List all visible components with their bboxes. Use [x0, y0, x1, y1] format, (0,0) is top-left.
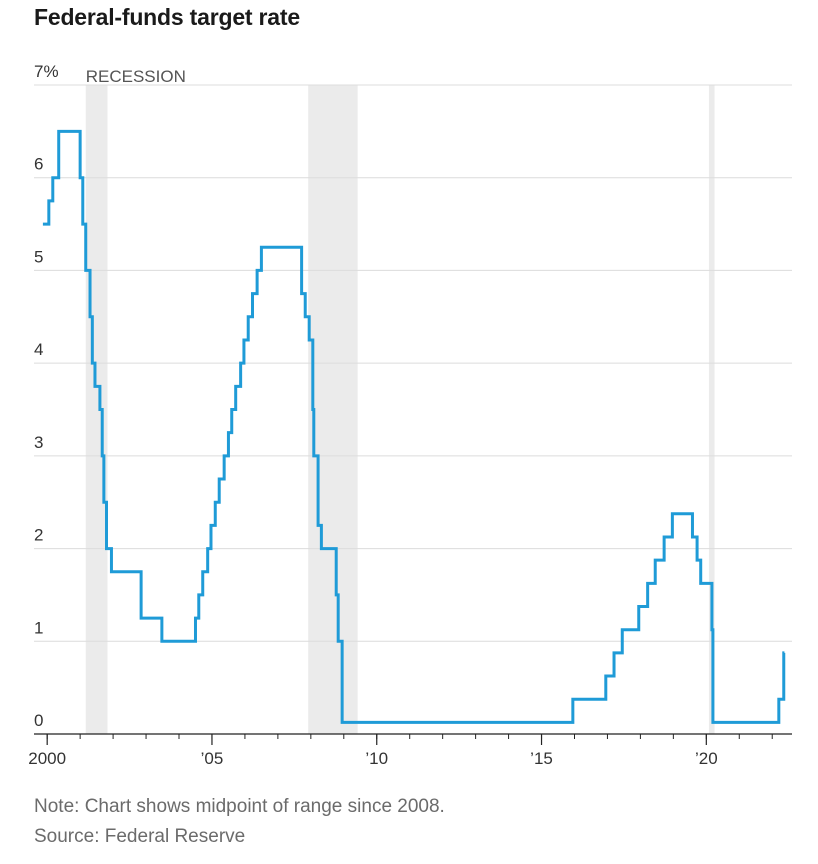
- x-tick-label: ’15: [530, 749, 553, 768]
- y-tick-label: 0: [34, 711, 43, 730]
- y-tick-label: 2: [34, 526, 43, 545]
- x-tick-label: ’20: [695, 749, 718, 768]
- recession-band: [85, 85, 108, 734]
- x-axis: [34, 733, 792, 745]
- x-tick-label: ’05: [201, 749, 224, 768]
- chart-note: Note: Chart shows midpoint of range sinc…: [34, 796, 445, 817]
- rate-series: [42, 129, 786, 724]
- recession-bands: [85, 85, 715, 734]
- axis-labels: RECESSION 0 1 2 3 4 5 6 7% 2000 ’05 ’10 ’15 ’20: [28, 62, 717, 768]
- y-tick-label: 4: [34, 340, 43, 359]
- y-tick-label: 6: [34, 155, 43, 174]
- gridlines: [34, 84, 792, 642]
- x-tick-label: ’10: [365, 749, 388, 768]
- y-tick-label: 7%: [34, 62, 59, 81]
- chart-source: Source: Federal Reserve: [34, 826, 246, 847]
- y-tick-label: 1: [34, 618, 43, 637]
- recession-band: [308, 85, 358, 734]
- x-tick-label: 2000: [28, 749, 66, 768]
- y-tick-label: 3: [34, 433, 43, 452]
- recession-label: RECESSION: [86, 67, 186, 86]
- chart-plot: RECESSION 0 1 2 3 4 5 6 7% 2000 ’05 ’10 ’15 ’20: [28, 62, 792, 768]
- chart-title: Federal-funds target rate: [34, 4, 300, 30]
- y-tick-label: 5: [34, 247, 43, 266]
- recession-band: [708, 85, 715, 734]
- rate-line: [42, 129, 786, 724]
